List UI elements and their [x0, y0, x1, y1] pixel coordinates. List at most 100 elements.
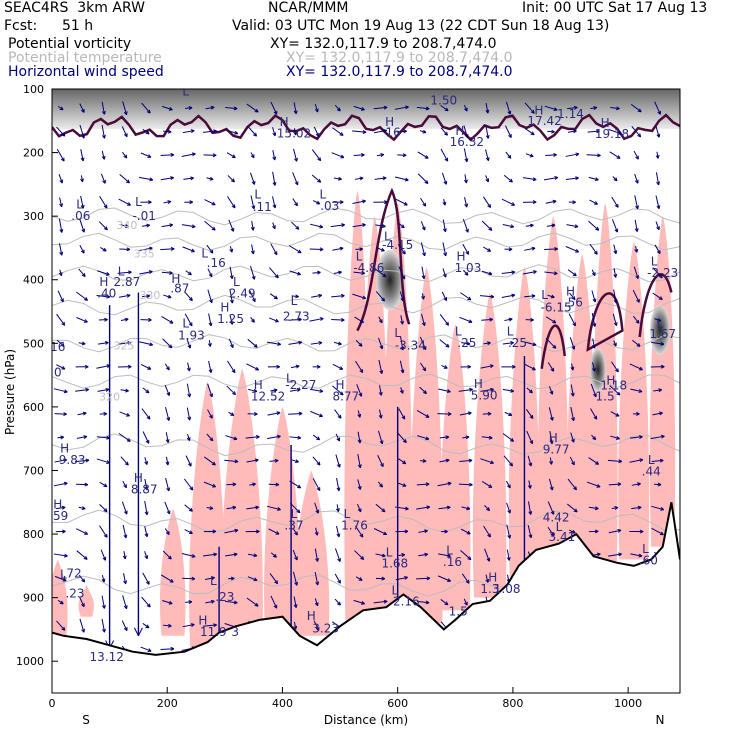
hl-label: L [60, 568, 67, 582]
wind-vector [609, 151, 621, 159]
wind-vector [78, 574, 85, 583]
wind-vector [207, 383, 213, 398]
hl-label: H [601, 116, 610, 130]
wind-vector [504, 411, 513, 416]
wind-vector [57, 290, 64, 303]
wind-vector [588, 457, 599, 465]
wind-vector-head [231, 178, 235, 183]
wind-vector-head [294, 531, 298, 536]
wind-vector [205, 600, 215, 604]
hl-label: 1.08 [494, 582, 521, 596]
wind-vector-head [384, 200, 388, 205]
hl-label: 16 [385, 126, 400, 140]
wind-vector [374, 129, 387, 134]
wind-vector [524, 247, 536, 251]
wind-vector-head [318, 293, 323, 298]
wind-vector-head [274, 458, 279, 463]
wind-vector-head [60, 342, 65, 347]
hl-label: L [446, 543, 453, 557]
wind-vector [336, 477, 340, 491]
wind-vector [246, 363, 259, 371]
hl-label: H [280, 115, 289, 129]
wind-vector-head [549, 460, 553, 465]
hl-label: L [642, 542, 649, 556]
wind-vector [545, 200, 557, 204]
wind-vector [501, 271, 515, 274]
wind-vector [630, 553, 643, 557]
wind-vector-head [85, 387, 89, 392]
wind-vector [569, 456, 575, 466]
wind-vector [311, 174, 322, 183]
wind-vector-head [380, 247, 385, 252]
wind-vector [420, 221, 426, 231]
wind-vector-head [551, 129, 555, 134]
wind-vector [122, 151, 128, 159]
wind-vector [228, 338, 234, 348]
wind-vector [186, 383, 191, 398]
wind-vector-head [570, 438, 575, 443]
wind-vector [311, 294, 322, 298]
wind-vector [548, 407, 554, 421]
wind-vector [608, 128, 622, 135]
wind-vector-head [659, 531, 664, 536]
wind-vector-head [421, 295, 425, 300]
wind-vector-head [165, 439, 170, 443]
wind-vector [226, 506, 236, 510]
wind-vector [99, 481, 108, 488]
wind-vector [506, 480, 511, 489]
x-tick-label: 600 [387, 697, 408, 710]
hl-label: L [135, 195, 142, 209]
wind-vector-head [125, 224, 129, 228]
wind-vector-head [253, 132, 258, 137]
wind-vector [75, 388, 89, 392]
wind-vector [250, 195, 255, 209]
wind-vector [655, 125, 660, 138]
wind-vector [187, 362, 190, 372]
y-tick-label: 500 [23, 337, 44, 350]
wind-vector [163, 200, 171, 204]
wind-vector [400, 315, 404, 325]
wind-vector-head [529, 223, 534, 228]
wind-vector-head [338, 270, 342, 275]
wind-vector-head [613, 177, 618, 182]
hl-label: L [319, 187, 326, 201]
wind-vector [97, 388, 110, 392]
wind-vector [272, 171, 276, 186]
wind-vector-head [230, 412, 235, 416]
wind-vector-head [124, 461, 129, 466]
wind-vector-head [656, 250, 661, 255]
wind-vector-head [189, 486, 194, 491]
wind-vector [416, 577, 430, 580]
hl-label: L [210, 574, 217, 588]
hl-label: L [455, 325, 462, 339]
wind-vector [181, 552, 196, 558]
wind-vector-head [59, 106, 64, 111]
wind-vector-head [254, 602, 259, 607]
wind-vector [225, 107, 238, 110]
wind-vector-head [444, 107, 449, 112]
wind-vector-head [253, 343, 258, 348]
wind-vector-head [424, 155, 429, 159]
hl-label: H [254, 378, 263, 392]
wind-vector-head [123, 154, 128, 159]
wind-vector [586, 481, 601, 488]
wind-vector-head [314, 602, 319, 607]
wind-vector-head [617, 130, 622, 135]
hl-label: 1.5 [449, 604, 468, 618]
wind-vector-head [507, 534, 512, 539]
wind-vector-head [319, 224, 324, 229]
wind-vector-head [233, 106, 238, 111]
wind-vector [353, 105, 365, 111]
wind-vector-head [511, 202, 516, 206]
wind-vector-head [487, 248, 492, 252]
wind-vector [355, 340, 363, 347]
wind-vector [101, 150, 105, 160]
wind-vector-head [148, 317, 152, 322]
x-tick-label: 0 [49, 697, 56, 710]
wind-vector [570, 406, 575, 421]
wind-vector-head [551, 223, 556, 228]
shading-streak [618, 241, 650, 560]
wind-vector [523, 177, 537, 181]
hl-label: 3.23 [312, 622, 339, 636]
wind-vector-head [295, 364, 300, 369]
